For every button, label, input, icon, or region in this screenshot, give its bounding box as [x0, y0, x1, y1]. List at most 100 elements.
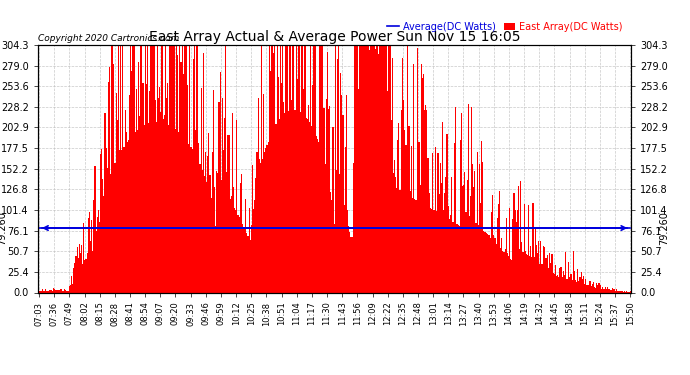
Bar — [583, 276, 584, 292]
Bar — [575, 280, 576, 292]
Bar — [44, 291, 46, 292]
Bar — [176, 45, 177, 292]
Bar — [68, 291, 69, 292]
Bar — [141, 45, 142, 292]
Bar — [187, 86, 188, 292]
Bar — [46, 291, 48, 292]
Bar — [574, 271, 575, 292]
Bar — [459, 226, 460, 292]
Bar — [244, 229, 245, 292]
Bar — [368, 45, 369, 292]
Bar — [344, 205, 345, 292]
Bar — [122, 45, 124, 292]
Bar — [587, 285, 589, 292]
Bar — [560, 267, 562, 292]
Bar — [603, 289, 604, 292]
Bar — [57, 291, 59, 292]
Bar — [130, 45, 131, 292]
Bar — [197, 45, 198, 292]
Bar — [92, 251, 93, 292]
Bar — [315, 136, 317, 292]
Bar — [345, 147, 346, 292]
Bar — [43, 291, 44, 292]
Bar — [160, 112, 161, 292]
Bar — [412, 198, 413, 292]
Bar — [157, 45, 158, 292]
Bar — [198, 142, 199, 292]
Bar — [426, 110, 427, 292]
Bar — [338, 45, 339, 292]
Bar — [585, 279, 586, 292]
Bar — [236, 120, 237, 292]
Bar — [382, 45, 383, 292]
Bar — [474, 171, 475, 292]
Bar — [199, 164, 201, 292]
Bar — [490, 238, 491, 292]
Bar — [207, 156, 208, 292]
Bar — [80, 253, 81, 292]
Bar — [340, 73, 342, 292]
Bar — [417, 48, 418, 292]
Bar — [622, 291, 623, 292]
Bar — [461, 112, 462, 292]
Bar — [630, 291, 631, 292]
Bar — [395, 177, 396, 292]
Bar — [273, 54, 275, 292]
Bar — [446, 134, 448, 292]
Bar — [132, 45, 133, 292]
Bar — [580, 272, 582, 292]
Bar — [536, 244, 537, 292]
Bar — [329, 106, 331, 292]
Bar — [252, 165, 253, 292]
Bar — [351, 237, 353, 292]
Bar — [246, 234, 248, 292]
Bar — [237, 215, 239, 292]
Bar — [435, 147, 436, 292]
Bar — [282, 46, 283, 292]
Bar — [353, 163, 354, 292]
Bar — [147, 45, 148, 292]
Bar — [102, 178, 103, 292]
Bar — [41, 291, 42, 292]
Bar — [469, 216, 470, 292]
Bar — [468, 104, 469, 292]
Bar — [331, 200, 333, 292]
Bar — [302, 45, 304, 292]
Bar — [271, 45, 272, 292]
Bar — [526, 254, 527, 292]
Bar — [221, 98, 223, 292]
Bar — [248, 209, 250, 292]
Bar — [73, 268, 75, 292]
Bar — [156, 122, 157, 292]
Bar — [462, 186, 463, 292]
Bar — [125, 110, 126, 292]
Bar — [128, 140, 129, 292]
Bar — [400, 190, 401, 292]
Bar — [175, 129, 176, 292]
Bar — [620, 291, 621, 292]
Bar — [564, 274, 565, 292]
Bar — [136, 89, 137, 292]
Bar — [405, 144, 406, 292]
Bar — [448, 219, 450, 292]
Bar — [188, 144, 189, 292]
Bar — [471, 107, 472, 292]
Bar — [504, 249, 506, 292]
Bar — [152, 45, 154, 292]
Bar — [133, 45, 135, 292]
Bar — [591, 286, 592, 292]
Bar — [466, 180, 468, 292]
Bar — [548, 268, 549, 292]
Bar — [515, 222, 517, 292]
Bar — [586, 285, 587, 292]
Bar — [284, 113, 286, 292]
Bar — [158, 98, 159, 292]
Bar — [135, 132, 136, 292]
Bar — [250, 240, 251, 292]
Bar — [139, 116, 140, 292]
Bar — [159, 87, 160, 292]
Bar — [230, 195, 232, 292]
Bar — [116, 93, 117, 292]
Bar — [422, 78, 423, 292]
Bar — [378, 54, 380, 292]
